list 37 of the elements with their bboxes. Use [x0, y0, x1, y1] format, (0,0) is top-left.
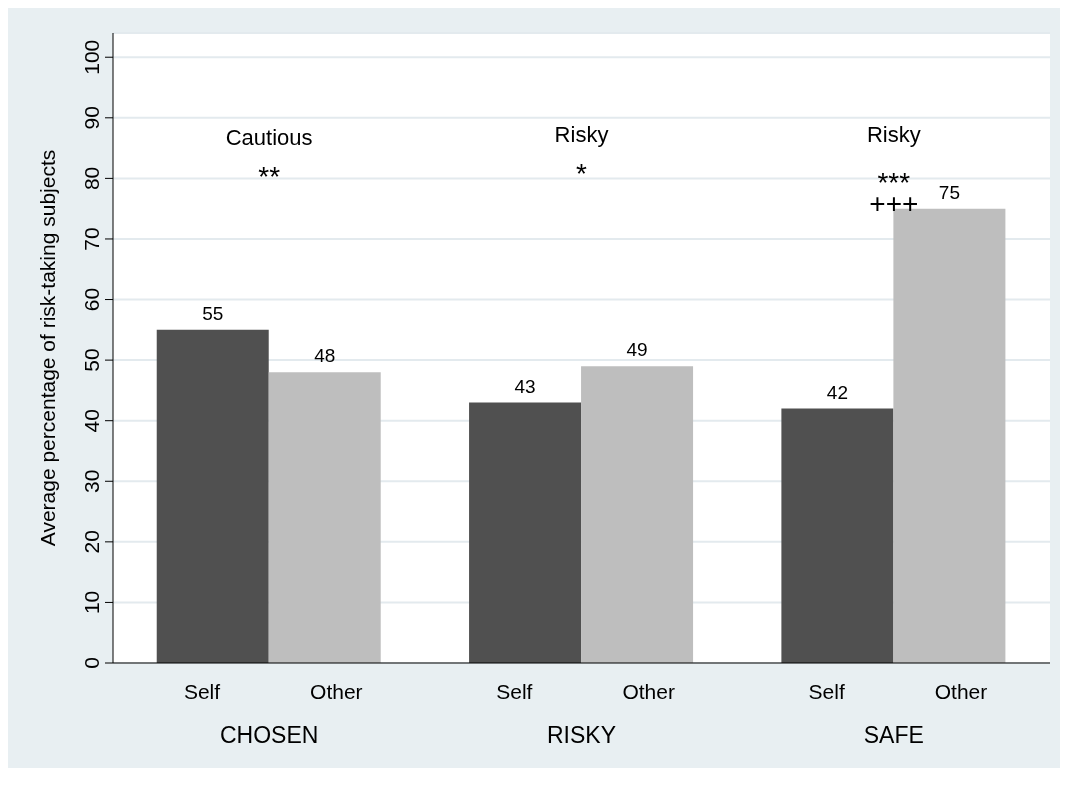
series-label: Self [183, 680, 221, 703]
annotation: * [576, 157, 588, 189]
bar [469, 402, 582, 663]
y-tick-label: 50 [80, 348, 103, 372]
data-label: 43 [514, 375, 536, 397]
annotation: Risky [554, 121, 609, 147]
x-tick-label: CHOSEN [219, 722, 319, 748]
annotation: Risky [866, 121, 921, 147]
bar [581, 366, 694, 663]
y-tick-label: 10 [80, 590, 103, 615]
text: Self [496, 680, 533, 703]
bar [268, 372, 381, 663]
y-tick-label: 100 [80, 39, 103, 75]
data-label: 48 [314, 345, 336, 367]
y-tick-label: 90 [80, 106, 103, 130]
bar [781, 408, 894, 663]
bar [156, 329, 269, 663]
data-label: 75 [938, 181, 960, 203]
series-label: Other [310, 680, 363, 703]
y-axis-title: Average percentage of risk-taking subjects [36, 149, 60, 547]
y-tick-label: 0 [80, 657, 103, 669]
y-tick-label: 70 [80, 227, 103, 251]
y-tick-label: 80 [80, 166, 103, 191]
y-tick-label: 30 [80, 469, 103, 493]
text: Other [622, 680, 675, 703]
y-tick-label: 20 [80, 530, 103, 554]
y-tick-label: 40 [80, 409, 103, 433]
x-tick-label: RISKY [546, 722, 617, 748]
data-label: 55 [202, 302, 224, 324]
annotation: ** [258, 160, 281, 192]
text: Self [808, 680, 845, 703]
text: Other [934, 680, 988, 703]
annotation: Cautious [225, 124, 313, 150]
y-tick-label: 60 [80, 287, 103, 312]
data-label: 42 [826, 381, 848, 403]
x-tick-label: SAFE [863, 722, 924, 748]
data-label: 49 [626, 339, 648, 361]
